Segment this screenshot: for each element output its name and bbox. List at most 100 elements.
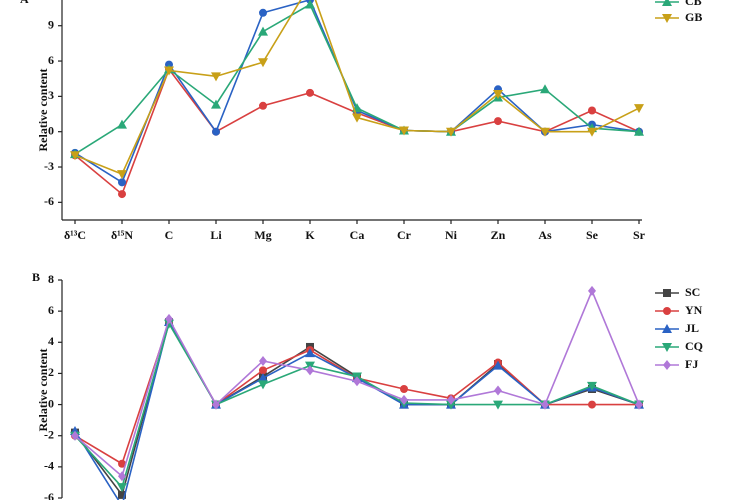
- marker: [70, 151, 80, 161]
- marker: [118, 190, 126, 199]
- marker: [540, 84, 550, 94]
- marker: [494, 117, 502, 126]
- y-tick-label: 6: [48, 53, 54, 67]
- y-tick-label: 2: [48, 365, 54, 379]
- x-tick-label: δ¹³C: [64, 228, 86, 242]
- marker: [399, 126, 409, 136]
- marker: [493, 90, 503, 100]
- y-tick-label: 6: [48, 303, 54, 317]
- marker: [117, 483, 127, 493]
- x-tick-label: δ¹⁵N: [111, 228, 133, 242]
- marker: [446, 400, 456, 410]
- marker: [211, 99, 221, 109]
- marker: [634, 126, 644, 136]
- marker: [118, 490, 126, 499]
- marker: [258, 380, 268, 390]
- y-tick-label: -4: [44, 459, 54, 473]
- legend-marker: [662, 0, 672, 6]
- y-tick-label: 0: [48, 396, 54, 410]
- y-tick-label: -6: [44, 490, 54, 500]
- x-tick-label: Sr: [633, 228, 646, 242]
- marker: [635, 399, 643, 410]
- y-axis-label: Relative content: [36, 69, 50, 152]
- marker: [306, 365, 314, 376]
- marker: [541, 399, 549, 410]
- marker: [634, 104, 644, 114]
- marker: [117, 119, 127, 129]
- marker: [353, 376, 361, 387]
- marker: [305, 348, 315, 358]
- marker: [118, 178, 126, 187]
- x-tick-label: Ca: [350, 228, 365, 242]
- marker: [118, 459, 126, 468]
- x-tick-label: K: [305, 228, 315, 242]
- marker: [118, 471, 126, 482]
- legend-marker: [662, 14, 672, 23]
- legend-marker: [662, 324, 672, 333]
- marker: [258, 58, 268, 68]
- legend-label: CQ: [685, 339, 703, 353]
- marker: [540, 127, 550, 137]
- marker: [259, 101, 267, 110]
- marker: [400, 394, 408, 405]
- plot-area: [70, 0, 644, 199]
- y-tick-label: 4: [48, 334, 54, 348]
- x-tick-label: Zn: [491, 228, 506, 242]
- marker: [493, 360, 503, 370]
- marker: [588, 285, 596, 296]
- y-tick-label: 8: [48, 272, 54, 286]
- marker: [352, 113, 362, 123]
- series-line: [74, 320, 639, 465]
- marker: [588, 400, 596, 409]
- marker: [494, 385, 502, 396]
- marker: [258, 26, 268, 36]
- marker: [165, 313, 173, 324]
- y-axis-label: Relative content: [36, 349, 50, 432]
- y-tick-label: 0: [48, 123, 54, 137]
- marker: [211, 72, 221, 82]
- marker: [71, 430, 79, 441]
- legend-marker: [663, 360, 671, 370]
- marker: [259, 8, 267, 17]
- legend-label: YN: [685, 303, 703, 317]
- panel-label: B: [32, 270, 40, 284]
- marker: [259, 355, 267, 366]
- marker: [400, 385, 408, 393]
- x-tick-label: Ni: [445, 228, 458, 242]
- y-tick-label: -2: [44, 427, 54, 441]
- x-tick-label: Li: [210, 228, 222, 242]
- marker: [446, 127, 456, 137]
- marker: [587, 127, 597, 137]
- legend-label: SC: [685, 285, 700, 299]
- marker: [259, 366, 267, 375]
- marker: [447, 394, 455, 405]
- y-tick-label: 9: [48, 17, 54, 31]
- panel-label: A: [20, 0, 29, 6]
- y-tick-label: -6: [44, 194, 54, 208]
- marker: [493, 400, 503, 410]
- legend-label: GB: [685, 10, 702, 24]
- marker: [212, 399, 220, 410]
- y-tick-label: 3: [48, 88, 54, 102]
- marker: [164, 66, 174, 76]
- marker: [258, 373, 268, 383]
- legend-label: FJ: [685, 357, 698, 371]
- legend-label: CB: [685, 0, 702, 8]
- marker: [588, 106, 596, 115]
- legend-marker: [662, 343, 672, 352]
- marker: [212, 127, 220, 136]
- x-tick-label: As: [538, 228, 552, 242]
- marker: [306, 88, 314, 97]
- y-tick-label: -3: [44, 159, 54, 173]
- x-tick-label: C: [165, 228, 174, 242]
- marker: [305, 0, 315, 9]
- x-tick-label: Cr: [397, 228, 412, 242]
- marker: [117, 170, 127, 180]
- legend-marker: [663, 289, 671, 297]
- marker: [587, 381, 597, 391]
- plot-area: [70, 285, 644, 500]
- x-tick-label: Se: [586, 228, 599, 242]
- legend-label: JL: [685, 321, 699, 335]
- legend-marker: [663, 307, 671, 315]
